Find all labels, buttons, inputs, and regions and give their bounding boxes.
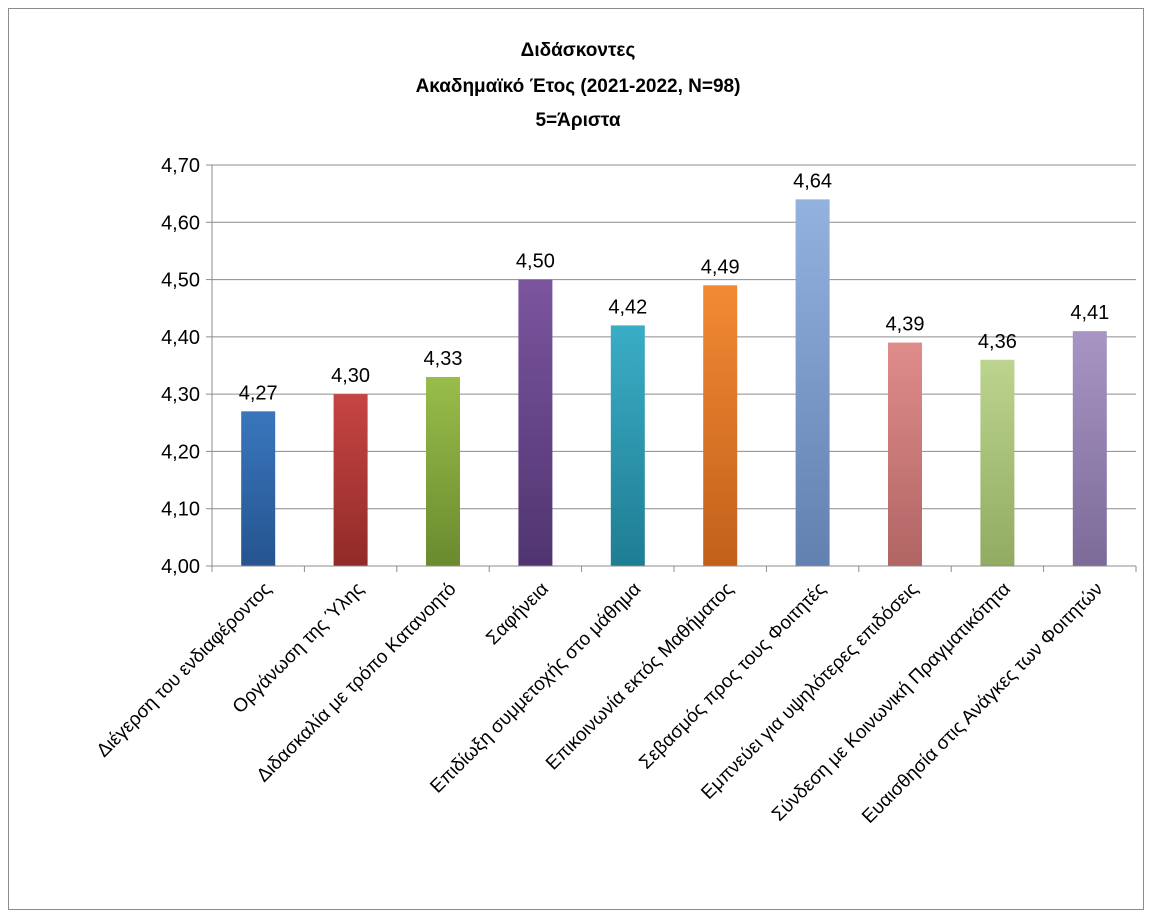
y-tick-label: 4,70 (161, 155, 200, 177)
y-tick-label: 4,20 (161, 441, 200, 463)
data-label: 4,64 (793, 170, 832, 192)
data-label: 4,42 (608, 296, 647, 318)
bar (610, 325, 645, 566)
y-tick-label: 4,10 (161, 499, 200, 521)
data-label: 4,41 (1070, 302, 1109, 324)
bar (980, 359, 1015, 566)
data-label: 4,27 (239, 382, 278, 404)
chart-area: Διδάσκοντες Ακαδημαϊκό Έτος (2021-2022, … (8, 8, 1144, 910)
category-label: Επικοινωνία εκτός Μαθήματος (542, 579, 738, 775)
bar-chart: Διδάσκοντες Ακαδημαϊκό Έτος (2021-2022, … (93, 40, 1137, 828)
chart-title-line-2: Ακαδημαϊκό Έτος (2021-2022, N=98) (416, 76, 741, 97)
y-axis-tick-labels: 4,00 4,10 4,20 4,30 4,40 4,50 4,60 4,70 (161, 155, 200, 578)
bar (518, 279, 553, 566)
data-label: 4,30 (331, 365, 370, 387)
category-label: Σαφήνεια (482, 579, 553, 650)
bar (1072, 331, 1107, 566)
data-label: 4,33 (424, 348, 463, 370)
data-label: 4,36 (978, 331, 1017, 353)
bars (241, 199, 1107, 566)
category-label: Σεβασμός προς τους Φοιτητές (635, 579, 830, 774)
bar (241, 411, 276, 566)
y-tick-label: 4,60 (161, 212, 200, 234)
y-tick-label: 4,00 (161, 556, 200, 578)
axes (206, 164, 1137, 572)
category-label: Διέγερση του ενδιαφέροντος (93, 579, 276, 762)
bar (795, 199, 830, 566)
y-tick-label: 4,50 (161, 270, 200, 292)
chart-title-line-3: 5=Άριστα (535, 110, 620, 131)
category-label: Διδασκαλία με τρόπο Κατανοητό (253, 579, 461, 787)
y-tick-label: 4,40 (161, 327, 200, 349)
bar (703, 285, 738, 566)
data-label: 4,39 (886, 314, 925, 336)
bar (888, 342, 922, 566)
chart-title-line-1: Διδάσκοντες (521, 40, 636, 61)
bar (333, 394, 368, 566)
data-label: 4,49 (701, 256, 740, 278)
data-label: 4,50 (516, 251, 555, 273)
bar (426, 376, 460, 566)
y-tick-label: 4,30 (161, 384, 200, 406)
data-labels: 4,27 4,30 4,33 4,50 4,42 4,49 4,64 4,39 4,36 4,41 (239, 170, 1110, 404)
chart-title: Διδάσκοντες Ακαδημαϊκό Έτος (2021-2022, … (416, 40, 741, 131)
